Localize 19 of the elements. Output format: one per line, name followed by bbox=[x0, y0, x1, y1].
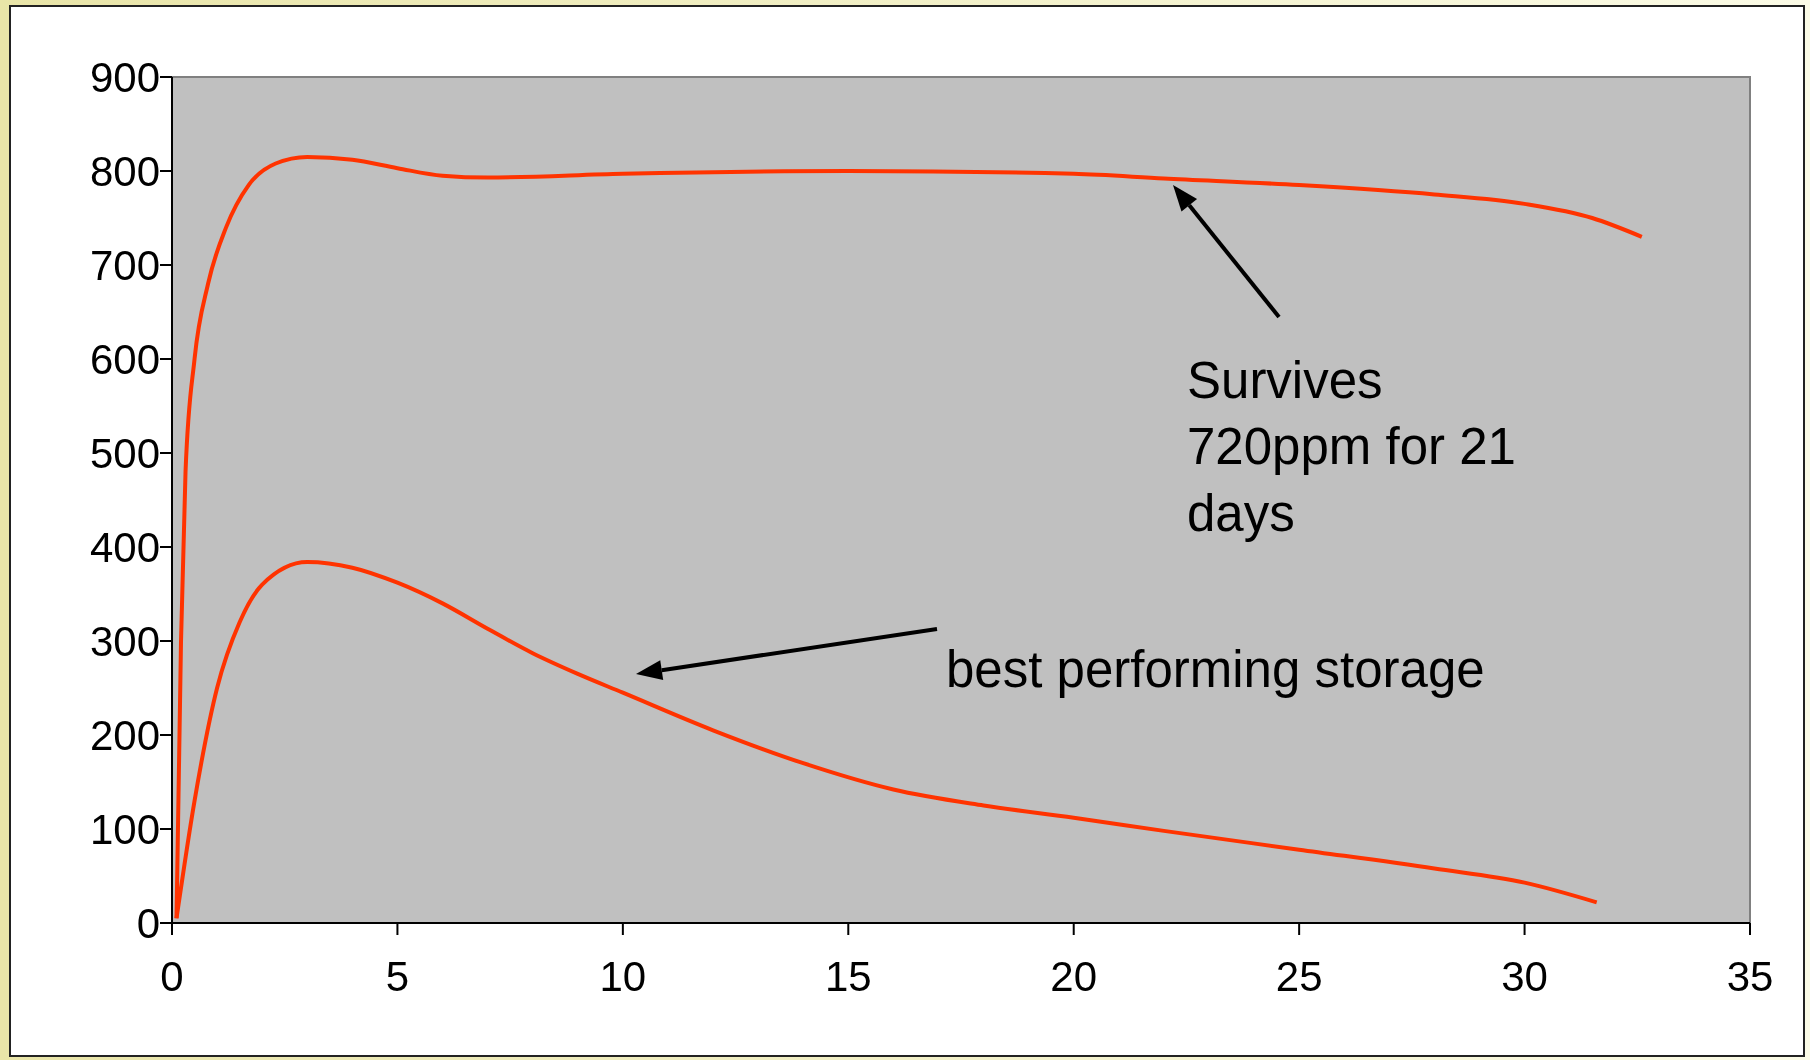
y-tick-label: 200 bbox=[89, 712, 160, 759]
x-tick-label: 20 bbox=[1050, 953, 1098, 1000]
x-tick-label: 25 bbox=[1275, 953, 1323, 1000]
x-tick-label: 10 bbox=[599, 953, 647, 1000]
annotation: Survives 720ppm for 21 days bbox=[1187, 352, 1516, 542]
x-tick-label: 5 bbox=[385, 953, 410, 1000]
y-tick-label: 300 bbox=[89, 618, 160, 665]
y-tick-label: 400 bbox=[89, 524, 160, 571]
y-tick-label: 800 bbox=[89, 148, 160, 195]
x-tick-label: 30 bbox=[1501, 953, 1548, 1000]
annotation: best performing storage bbox=[946, 641, 1485, 698]
y-tick-label: 0 bbox=[136, 900, 160, 947]
y-tick-label: 100 bbox=[89, 806, 160, 853]
x-tick-label: 15 bbox=[824, 953, 872, 1000]
x-tick-label: 35 bbox=[1726, 953, 1774, 1000]
y-tick-label: 500 bbox=[89, 430, 160, 477]
y-tick-label: 600 bbox=[89, 336, 160, 383]
y-tick-label: 900 bbox=[89, 54, 160, 101]
y-tick-label: 700 bbox=[89, 242, 160, 289]
